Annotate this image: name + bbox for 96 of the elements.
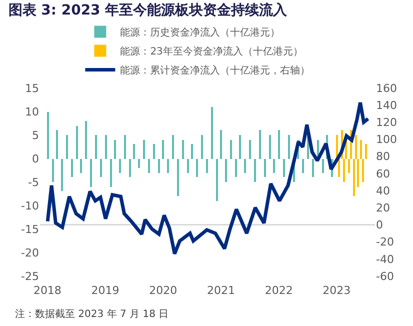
bar: [114, 140, 116, 159]
bar: [85, 121, 87, 159]
bar: [167, 159, 169, 173]
bar: [191, 144, 193, 159]
legend-label: 能源：23年至今资金净流入（十亿港元）: [120, 46, 303, 58]
bar: [138, 159, 140, 168]
y-tick-label: -25: [21, 270, 39, 283]
bar: [254, 159, 256, 182]
y2-tick-label: -20: [376, 236, 394, 249]
bar: [153, 144, 155, 159]
bar: [312, 159, 314, 177]
y-tick-label: 10: [25, 105, 39, 118]
bar: [365, 144, 367, 159]
bar: [177, 159, 179, 196]
y-tick-label: 15: [25, 82, 39, 95]
bar: [249, 140, 251, 159]
bar: [71, 159, 73, 177]
bar: [360, 140, 362, 159]
y2-tick-label: 0: [376, 218, 383, 232]
bar: [143, 140, 145, 159]
bar: [338, 159, 340, 177]
bar: [230, 140, 232, 159]
bar: [124, 135, 126, 159]
y-tick-label: -20: [21, 246, 39, 260]
bar: [239, 135, 241, 159]
bar: [105, 135, 107, 159]
text: 注：数据截至 2023 年 7 月 18 日: [15, 308, 169, 320]
line-series: [46, 100, 370, 256]
bar: [90, 159, 92, 187]
bar: [162, 140, 164, 159]
bar: [119, 159, 121, 173]
bar: [148, 159, 150, 173]
bar: [52, 159, 54, 182]
bar: [362, 159, 364, 182]
bar: [355, 135, 357, 159]
bar: [322, 159, 324, 173]
y2-tick-label: 20: [376, 201, 390, 214]
bar: [273, 159, 275, 173]
bar: [220, 130, 222, 159]
bar: [100, 159, 102, 177]
bar: [206, 159, 208, 173]
bar: [47, 112, 49, 159]
bar: [288, 135, 290, 159]
y2-tick-label: -40: [376, 252, 394, 266]
legend-label: 能源：累计资金净流入（十亿港元，右轴）: [120, 64, 310, 77]
bar: [158, 159, 160, 173]
bar: [269, 135, 271, 159]
bar: [80, 159, 82, 173]
y2-tick-label: 80: [376, 150, 390, 164]
bar: [182, 140, 184, 159]
bar: [61, 159, 63, 191]
legend-label: 能源：历史资金净流入（十亿港元）: [120, 26, 280, 39]
y-tick-label: 0: [32, 152, 39, 166]
y-tick-label: -15: [21, 222, 39, 236]
x-tick-label: 2021: [207, 284, 236, 297]
x-tick-label: 2022: [264, 284, 293, 297]
bar: [278, 130, 280, 159]
bar: [244, 159, 246, 173]
x-tick-label: 2023: [322, 284, 351, 297]
y2-tick-label: 60: [376, 167, 390, 180]
bar: [187, 159, 189, 173]
y2-tick-label: 160: [376, 82, 397, 95]
bar: [357, 159, 359, 187]
y2-tick-label: -60: [376, 270, 394, 283]
bar: [264, 159, 266, 177]
bar: [235, 159, 237, 177]
y2-tick-label: 140: [376, 98, 397, 112]
bar: [66, 135, 68, 159]
bar: [283, 159, 285, 177]
bar: [302, 159, 304, 173]
bar: [172, 135, 174, 159]
bar: [56, 130, 58, 159]
bar: [196, 159, 198, 177]
x-tick-label: 2018: [33, 284, 62, 297]
bar: [133, 144, 135, 159]
bar: [95, 135, 97, 159]
bar: [201, 135, 203, 159]
bar: [225, 159, 227, 182]
y-tick-label: -10: [21, 199, 39, 212]
x-tick-label: 2019: [91, 284, 120, 297]
y2-tick-label: 40: [376, 184, 390, 198]
y2-tick-label: 120: [376, 116, 397, 130]
bar: [259, 130, 261, 159]
bar: [129, 159, 131, 177]
bar: [216, 159, 218, 201]
chart-title: 图表 3: 2023 年至今能源板块资金持续流入: [8, 2, 288, 19]
x-tick-label: 2020: [149, 284, 178, 297]
bar: [110, 159, 112, 187]
bar: [343, 159, 345, 182]
y2-tick-label: 100: [376, 133, 397, 146]
bar: [211, 107, 213, 159]
y-tick-label: -5: [28, 176, 39, 189]
bar: [348, 159, 350, 173]
y-tick-label: 5: [32, 128, 39, 142]
bar: [353, 159, 355, 196]
bar: [76, 126, 78, 159]
